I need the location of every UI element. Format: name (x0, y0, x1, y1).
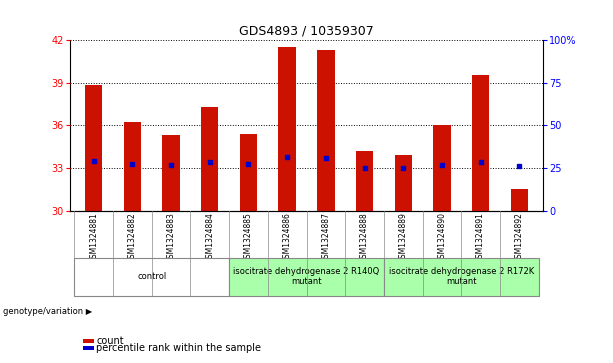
Text: genotype/variation ▶: genotype/variation ▶ (3, 307, 93, 316)
Bar (201, 107, 218, 211)
Bar (240, 134, 257, 211)
Bar (74, 258, 229, 296)
Bar (356, 151, 373, 211)
Text: percentile rank within the sample: percentile rank within the sample (96, 343, 261, 353)
Text: control: control (137, 272, 166, 281)
Bar (124, 122, 141, 211)
Bar (85, 85, 102, 211)
Bar (384, 258, 539, 296)
Bar (278, 47, 296, 211)
Text: isocitrate dehydrogenase 2 R172K
mutant: isocitrate dehydrogenase 2 R172K mutant (389, 267, 534, 286)
Bar (472, 76, 489, 211)
Bar (395, 155, 412, 211)
Bar (317, 50, 335, 211)
Bar (511, 189, 528, 211)
Text: count: count (96, 336, 124, 346)
Bar (229, 258, 384, 296)
Text: isocitrate dehydrogenase 2 R140Q
mutant: isocitrate dehydrogenase 2 R140Q mutant (234, 267, 379, 286)
Title: GDS4893 / 10359307: GDS4893 / 10359307 (239, 24, 374, 37)
Bar (433, 125, 451, 211)
Bar (162, 135, 180, 211)
